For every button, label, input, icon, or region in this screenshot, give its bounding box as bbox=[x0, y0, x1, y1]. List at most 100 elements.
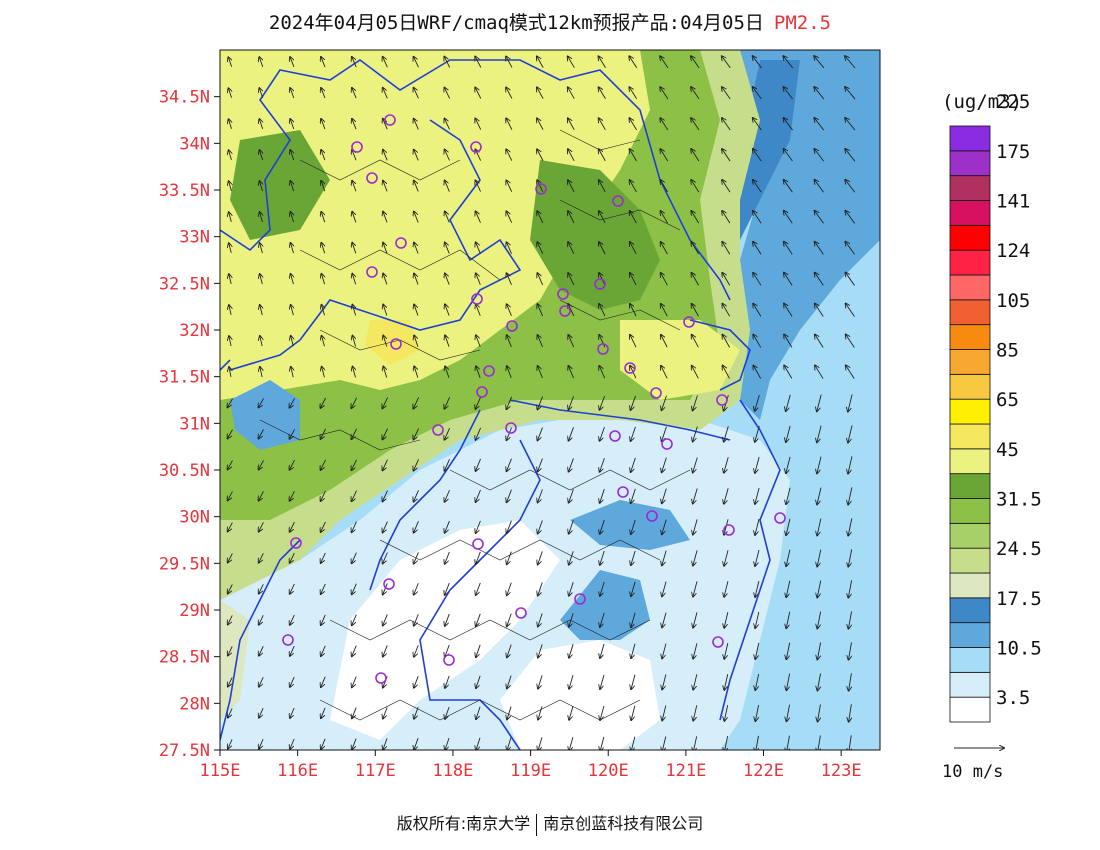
wind-arrow bbox=[290, 583, 295, 594]
blue-pocket-south bbox=[560, 570, 650, 640]
wind-arrow bbox=[753, 366, 762, 379]
wind-arrow bbox=[568, 427, 574, 440]
wind-arrow bbox=[383, 212, 388, 223]
wind-arrow bbox=[321, 614, 326, 625]
wind-arrow bbox=[537, 180, 544, 192]
station-marker bbox=[597, 343, 609, 355]
wind-arrow bbox=[259, 646, 264, 656]
colorbar-swatch bbox=[949, 150, 991, 177]
wind-arrow bbox=[382, 428, 388, 440]
wind-arrow bbox=[383, 181, 388, 192]
lat-tick-label: 34N bbox=[179, 134, 210, 154]
wind-arrow bbox=[383, 88, 388, 99]
lon-tick-label: 123E bbox=[821, 761, 862, 781]
wind-arrow bbox=[784, 211, 793, 224]
wind-arrow bbox=[817, 642, 822, 660]
plot-frame bbox=[219, 49, 881, 751]
wind-arrow bbox=[631, 643, 636, 658]
wind-arrow bbox=[599, 335, 606, 348]
station-marker bbox=[383, 578, 395, 590]
wind-arrow bbox=[383, 583, 388, 594]
wind-arrow bbox=[321, 738, 326, 749]
colorbar-swatch bbox=[949, 597, 991, 624]
wind-arrow bbox=[321, 119, 326, 130]
wind-arrow bbox=[783, 87, 793, 100]
wind-arrow bbox=[753, 273, 762, 286]
colorbar-swatch bbox=[949, 249, 991, 276]
wind-arrow bbox=[445, 304, 450, 316]
wind-arrow bbox=[507, 644, 512, 658]
wind-arrow bbox=[259, 584, 264, 593]
wind-arrow bbox=[600, 612, 605, 627]
wind-arrow bbox=[445, 675, 450, 688]
station-marker bbox=[716, 394, 728, 406]
wind-arrow bbox=[414, 645, 419, 657]
wind-arrow bbox=[476, 737, 481, 750]
colorbar-swatch bbox=[949, 125, 991, 152]
wind-arrow bbox=[383, 243, 388, 254]
wind-arrow bbox=[321, 57, 326, 68]
wind-arrow bbox=[475, 118, 482, 130]
wind-arrow bbox=[722, 149, 731, 162]
wind-arrow bbox=[476, 211, 481, 223]
wind-arrow bbox=[630, 335, 637, 348]
wind-arrow bbox=[414, 335, 419, 347]
wind-arrow bbox=[755, 611, 760, 628]
colorbar-swatch bbox=[949, 175, 991, 201]
wind-arrow bbox=[568, 56, 575, 68]
wind-arrow bbox=[722, 180, 731, 193]
wind-arrow bbox=[506, 242, 512, 254]
wind-arrow bbox=[569, 613, 574, 627]
station-marker bbox=[661, 438, 673, 450]
wind-arrow bbox=[660, 118, 669, 131]
wind-arrow bbox=[352, 645, 357, 657]
lat-tick-label: 31.5N bbox=[159, 368, 210, 388]
wind-arrow bbox=[290, 150, 293, 161]
wind-arrow bbox=[290, 614, 295, 625]
wind-arrow bbox=[383, 521, 388, 533]
wind-arrow bbox=[845, 180, 856, 193]
north-yellow-zone bbox=[220, 50, 650, 400]
wind-arrow bbox=[259, 491, 264, 500]
wind-arrow bbox=[814, 180, 824, 193]
wind-arrow bbox=[229, 243, 232, 253]
station-marker bbox=[723, 524, 735, 536]
wind-arrow bbox=[845, 211, 856, 224]
wind-arrow bbox=[817, 487, 822, 505]
wind-arrow bbox=[320, 428, 326, 439]
wind-arrow bbox=[259, 460, 264, 469]
wind-arrow bbox=[506, 211, 513, 223]
wind-arrow bbox=[815, 211, 824, 224]
wind-arrow bbox=[845, 273, 855, 286]
map-title: 2024年04月05日WRF/cmaq模式12km预报产品:04月05日 PM2.… bbox=[0, 8, 1100, 35]
wind-arrow bbox=[691, 180, 700, 193]
wind-arrow bbox=[444, 57, 451, 68]
wind-arrow bbox=[568, 273, 575, 286]
colorbar-swatch bbox=[949, 696, 991, 723]
wind-arrow bbox=[445, 149, 450, 161]
wind-arrow bbox=[228, 88, 231, 98]
wind-arrow bbox=[414, 150, 419, 161]
green-pocket-central bbox=[530, 160, 660, 310]
colorbar-label: 24.5 bbox=[996, 538, 1042, 560]
wind-arrow bbox=[786, 704, 790, 722]
lat-tick-label: 32.5N bbox=[159, 274, 210, 294]
wind-arrow bbox=[289, 428, 295, 439]
lon-tick-label: 119E bbox=[510, 761, 551, 781]
colorbar-swatch bbox=[949, 498, 991, 524]
wind-arrow bbox=[849, 673, 852, 690]
wind-arrow bbox=[569, 675, 574, 689]
wind-arrow bbox=[631, 581, 636, 596]
wind-arrow bbox=[414, 676, 419, 688]
wind-arrow bbox=[352, 88, 357, 99]
wind-arrow bbox=[260, 367, 262, 378]
wind-arrow bbox=[569, 489, 574, 502]
blue-pocket-west bbox=[230, 380, 300, 450]
wind-arrow bbox=[660, 56, 669, 69]
wind-arrow bbox=[507, 582, 512, 596]
wind-arrow bbox=[414, 552, 419, 563]
wind-arrow bbox=[321, 521, 326, 532]
wind-arrow bbox=[321, 305, 324, 316]
lon-tick-label: 116E bbox=[277, 761, 318, 781]
blue-pocket-east bbox=[570, 500, 690, 550]
